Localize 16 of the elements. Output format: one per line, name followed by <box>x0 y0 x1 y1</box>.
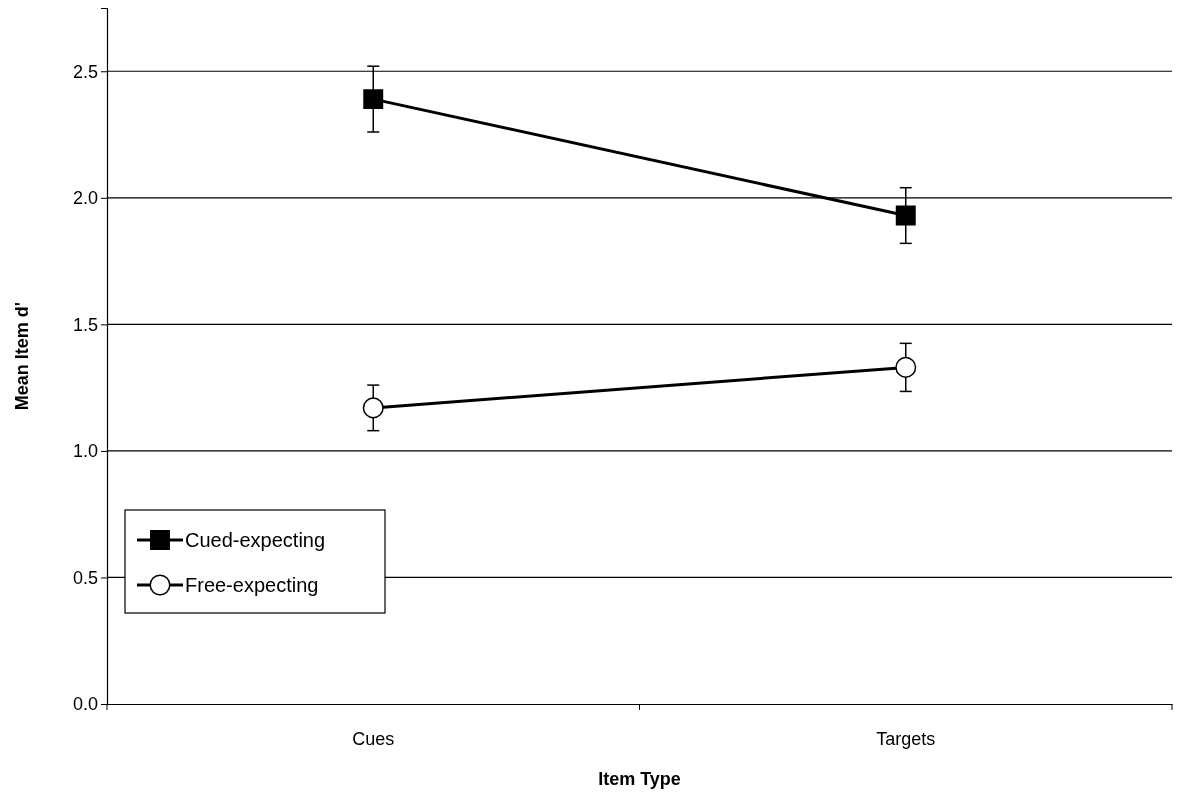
point <box>895 205 916 226</box>
y-tick-label: 1.0 <box>72 441 98 462</box>
legend-label: Cued-expecting <box>185 529 326 551</box>
y-tick-label: 0.0 <box>72 694 98 715</box>
point <box>362 397 384 419</box>
x-tick-label: Cues <box>352 728 395 749</box>
y-tick-label: 0.5 <box>72 567 98 588</box>
y-tick-label: 2.5 <box>72 61 98 82</box>
y-tick-label: 1.5 <box>72 314 98 335</box>
legend-label: Free-expecting <box>185 574 319 596</box>
point <box>363 89 384 110</box>
point <box>895 356 917 378</box>
y-tick-label: 2.0 <box>72 188 98 209</box>
y-axis-title: Mean Item d' <box>12 301 32 411</box>
x-tick-label: Targets <box>876 728 936 749</box>
x-axis-title: Item Type <box>598 769 681 789</box>
